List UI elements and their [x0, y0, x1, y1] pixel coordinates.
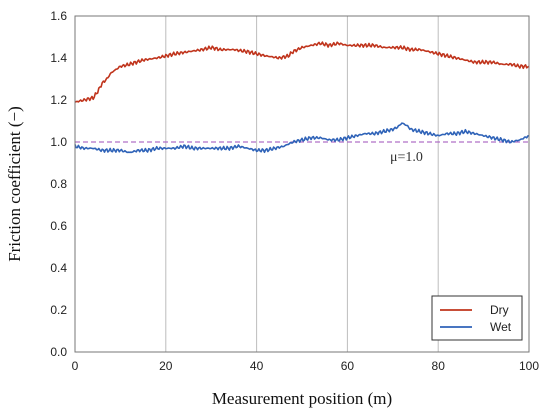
grid: [165, 16, 439, 352]
series-line-wet: [74, 122, 530, 154]
y-tick-label: 0.6: [50, 219, 67, 233]
y-tick-label: 1.4: [50, 51, 67, 65]
reference-layer: μ=1.0: [75, 141, 529, 165]
x-tick-label: 100: [519, 359, 539, 373]
y-tick-label: 0.2: [50, 303, 67, 317]
x-axis-ticks: 0 20 40 60 80 100: [72, 359, 540, 373]
legend-label-wet: Wet: [490, 320, 512, 334]
series-line-dry: [74, 41, 530, 103]
y-axis-ticks: 0.0 0.2 0.4 0.6 0.8 1.0 1.2 1.4 1.6: [50, 9, 67, 359]
y-axis-title: Friction coefficient (−): [5, 106, 24, 262]
x-tick-label: 40: [250, 359, 264, 373]
y-tick-label: 0.0: [50, 345, 67, 359]
x-tick-label: 60: [341, 359, 355, 373]
plot-frame: [74, 15, 530, 353]
y-tick-label: 0.4: [50, 261, 67, 275]
x-tick-label: 20: [159, 359, 173, 373]
x-tick-label: 80: [432, 359, 446, 373]
series-layer: [74, 41, 530, 154]
y-tick-label: 1.6: [50, 9, 67, 23]
y-tick-label: 0.8: [50, 177, 67, 191]
legend-label-dry: Dry: [490, 303, 509, 317]
x-tick-label: 0: [72, 359, 79, 373]
y-tick-label: 1.2: [50, 93, 67, 107]
legend: Dry Wet: [431, 295, 523, 341]
reference-label: μ=1.0: [390, 150, 423, 165]
y-tick-label: 1.0: [50, 135, 67, 149]
x-axis-title: Measurement position (m): [212, 389, 392, 408]
legend-box: [431, 295, 523, 341]
